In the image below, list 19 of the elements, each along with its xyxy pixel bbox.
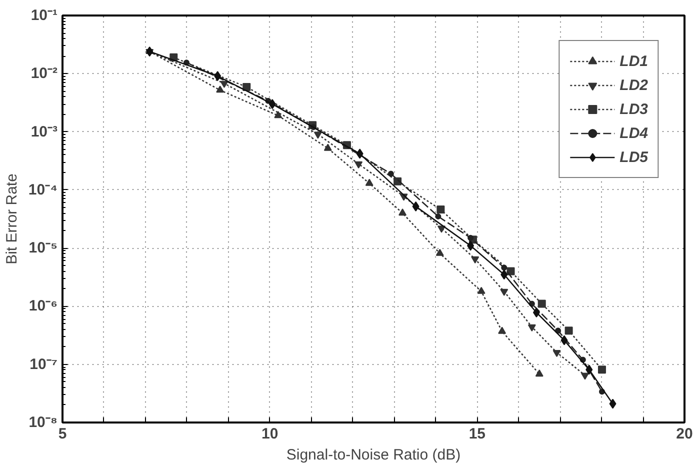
legend-label: LD1: [620, 52, 648, 70]
x-tick-label: 20: [676, 426, 693, 442]
x-axis-title: Signal-to-Noise Ratio (dB): [286, 446, 461, 464]
y-tick-label: 10⁻²: [30, 65, 58, 82]
y-tick-label: 10⁻¹: [30, 7, 58, 24]
legend-label: LD3: [620, 100, 648, 118]
x-tick-label: 5: [58, 426, 67, 442]
x-tick-label: 15: [468, 426, 486, 442]
y-tick-label: 10⁻⁶: [28, 298, 58, 315]
legend-label: LD5: [620, 148, 648, 166]
legend-label: LD4: [620, 124, 648, 142]
y-axis-title: Bit Error Rate: [3, 174, 20, 264]
y-tick-label: 10⁻⁴: [28, 181, 58, 198]
y-tick-label: 10⁻⁵: [28, 240, 58, 257]
y-tick-label: 10⁻⁷: [30, 356, 58, 373]
legend-label: LD2: [620, 76, 648, 94]
y-tick-label: 10⁻⁸: [28, 414, 58, 431]
y-tick-label: 10⁻³: [30, 123, 58, 140]
x-tick-label: 10: [261, 426, 278, 442]
